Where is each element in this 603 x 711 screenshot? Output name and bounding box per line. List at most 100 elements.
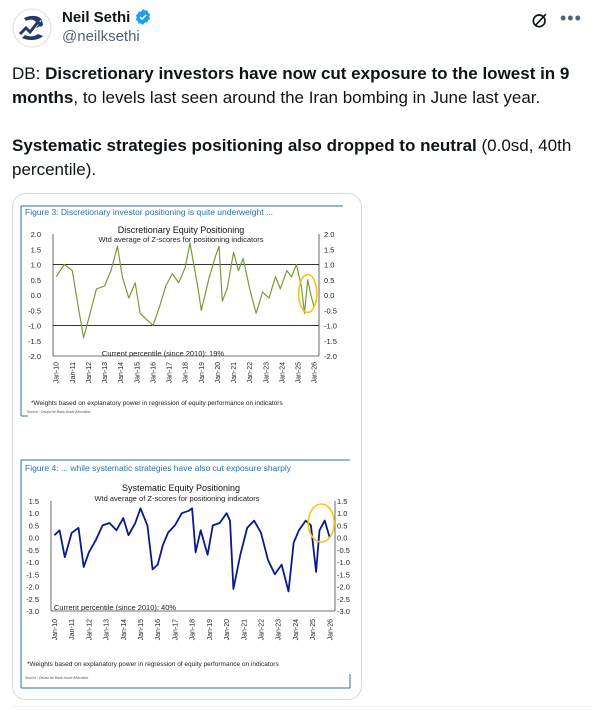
chart-2-x-tick: Jan-18 xyxy=(190,619,197,641)
chart-1-x-tick: Jan-17 xyxy=(167,362,174,384)
tweet-header: Neil Sethi @neilksethi ••• xyxy=(12,8,592,52)
chart-2-annotation: Current percentile (since 2010): 40% xyxy=(54,603,176,612)
chart-2-subtitle: Wtd average of Z-scores for positioning … xyxy=(94,494,259,503)
chart-1-x-tick: Jan-10 xyxy=(54,362,61,384)
chart-2-x-tick: Jan-14 xyxy=(121,619,128,641)
chart-2-y-tick-right: -2.5 xyxy=(337,595,350,604)
chart-2-y-tick-right: 1.0 xyxy=(337,509,347,518)
chart-1-x-tick: Jan-11 xyxy=(70,362,77,383)
tweet-paragraph-2: Systematic strategies positioning also d… xyxy=(12,136,572,179)
chart-2-y-tick-left: 0.5 xyxy=(29,521,39,530)
chart-1-x-tick: Jan-24 xyxy=(279,362,286,384)
chart-2-y-tick-left: -3.0 xyxy=(26,607,39,616)
chart-1-y-tick-left: -2.0 xyxy=(28,352,41,361)
chart-2-x-tick: Jan-25 xyxy=(310,619,317,641)
chart-2-x-tick: Jan-21 xyxy=(241,619,248,641)
chart-2-y-tick-right: 1.5 xyxy=(337,497,347,506)
chart-2-y-tick-right: -3.0 xyxy=(337,607,350,616)
chart-2-x-tick: Jan-22 xyxy=(258,619,265,641)
tweet-paragraph-1: DB: Discretionary investors have now cut… xyxy=(12,64,570,107)
chart-1-y-tick-right: 2.0 xyxy=(324,230,334,239)
grok-icon[interactable] xyxy=(530,10,550,30)
chart-1-title: Discretionary Equity Positioning xyxy=(118,225,245,235)
chart-2-x-tick: Jan-26 xyxy=(327,619,334,641)
chart-1-y-tick-left: 0.0 xyxy=(31,291,41,300)
chart-2-series-line xyxy=(53,507,331,593)
chart-2-y-tick-right: 0.0 xyxy=(337,534,347,543)
author-name[interactable]: Neil Sethi xyxy=(62,8,131,26)
chart-2-x-tick: Jan-17 xyxy=(172,619,179,641)
chart-1-x-tick: Jan-26 xyxy=(312,362,319,384)
chart-1-x-tick: Jan-16 xyxy=(150,362,157,384)
avatar[interactable] xyxy=(12,8,52,48)
chart-1-y-tick-right: 0.5 xyxy=(324,276,334,285)
chart-1-subtitle: Wtd average of Z-scores for positioning … xyxy=(98,235,263,244)
chart-1-x-tick: Jan-13 xyxy=(102,362,109,384)
tweet-text: DB: Discretionary investors have now cut… xyxy=(12,62,592,206)
chart-2-y-tick-right: -2.0 xyxy=(337,583,350,592)
chart-2-x-tick: Jan-23 xyxy=(276,619,283,641)
chart-1-y-tick-left: -1.5 xyxy=(28,337,41,346)
chart-1-plot: 2.0 2.0 1.5 1.5 1.0 1.0 0.5 0.5 0.0 0.0 -0.5 -0.5 -1… xyxy=(28,230,337,383)
chart-1-y-tick-right: 1.0 xyxy=(324,261,334,270)
chart-2-x-tick: Jan-24 xyxy=(293,619,300,641)
chart-2-y-tick-left: 1.0 xyxy=(29,509,39,518)
chart-1-footnote: *Weights based on explanatory power in r… xyxy=(31,400,283,407)
chart-1-highlight-circle xyxy=(297,273,318,314)
chart-1-y-tick-right: -1.0 xyxy=(324,322,337,331)
chart-2-y-tick-right: 0.5 xyxy=(337,521,347,530)
chart-1-series-line xyxy=(55,242,315,339)
chart-1-x-tick: Jan-14 xyxy=(118,362,125,384)
chart-2-y-tick-left: -1.0 xyxy=(26,558,39,567)
chart-2-y-tick-right: -1.5 xyxy=(337,570,350,579)
chart-2-y-tick-left: 0.0 xyxy=(29,534,39,543)
chart-2-x-tick: Jan-16 xyxy=(155,619,162,641)
tweet-media-image[interactable]: Figure 3: Discretionary investor positio… xyxy=(12,193,362,700)
chart-2-y-tick-right: -1.0 xyxy=(337,558,350,567)
chart-1-y-tick-left: 1.5 xyxy=(31,245,41,254)
chart-1-y-tick-left: 0.5 xyxy=(31,276,41,285)
chart-2-footnote: *Weights based on explanatory power in r… xyxy=(27,661,279,668)
chart-1-x-tick: Jan-15 xyxy=(134,362,141,384)
figure-3-label: Figure 3: Discretionary investor positio… xyxy=(25,207,273,217)
chart-1-y-tick-left: 2.0 xyxy=(31,230,41,239)
chart-2-x-tick: Jan-19 xyxy=(207,619,214,641)
chart-2-x-tick: Jan-15 xyxy=(138,619,145,641)
more-icon[interactable]: ••• xyxy=(560,8,582,28)
chart-2-y-tick-left: -1.5 xyxy=(26,570,39,579)
chart-1-y-tick-left: -1.0 xyxy=(28,322,41,331)
chart-1-y-tick-right: 1.5 xyxy=(324,245,334,254)
chart-1-x-tick: Jan-20 xyxy=(215,362,222,384)
chart-1-source: Source : Deutsche Bank Asset Allocation xyxy=(27,410,90,414)
chart-2-x-tick: Jan-10 xyxy=(52,619,59,641)
chart-1-y-tick-left: -0.5 xyxy=(28,306,41,315)
chart-1-x-tick: Jan-22 xyxy=(247,362,254,384)
chart-2-highlight-circle xyxy=(307,503,336,543)
chart-2-x-tick: Jan-20 xyxy=(224,619,231,641)
chart-2-y-tick-left: -2.0 xyxy=(26,583,39,592)
chart-2-y-tick-left: -0.5 xyxy=(26,546,39,555)
chart-1-y-tick-right: -0.5 xyxy=(324,306,337,315)
charts-svg: Figure 3: Discretionary investor positio… xyxy=(20,205,351,689)
verified-badge-icon xyxy=(136,9,151,25)
chart-1-x-tick: Jan-21 xyxy=(231,362,238,384)
chart-1-x-tick: Jan-25 xyxy=(296,362,303,384)
chart-1-y-tick-left: 1.0 xyxy=(31,261,41,270)
divider xyxy=(12,706,592,707)
chart-2-x-tick: Jan-13 xyxy=(104,619,111,641)
author-handle[interactable]: @neilksethi xyxy=(62,28,140,45)
figure-4-label: Figure 4: ... while systematic strategie… xyxy=(25,463,292,473)
chart-2-plot: 1.5 1.5 1.0 1.0 0.5 0.5 0.0 0.0 -0.5 -0.5 -1.0 -1.0… xyxy=(26,497,350,640)
chart-1-x-tick: Jan-23 xyxy=(263,362,270,384)
chart-2-y-tick-left: -2.5 xyxy=(26,595,39,604)
chart-1-annotation: Current percentile (since 2010): 19% xyxy=(102,349,224,358)
chart-1-x-tick: Jan-12 xyxy=(86,362,93,384)
chart-1-x-tick: Jan-18 xyxy=(183,362,190,384)
chart-2-x-tick: Jan-12 xyxy=(86,619,93,641)
avatar-logo-icon xyxy=(12,8,52,48)
chart-1-x-tick: Jan-19 xyxy=(199,362,206,384)
chart-2-title: Systematic Equity Positioning xyxy=(122,483,240,493)
chart-2-x-tick: Jan-11 xyxy=(69,619,76,640)
chart-2-source: Source : Deutsche Bank Asset Allocation xyxy=(25,676,88,680)
chart-1-y-tick-right: 0.0 xyxy=(324,291,334,300)
